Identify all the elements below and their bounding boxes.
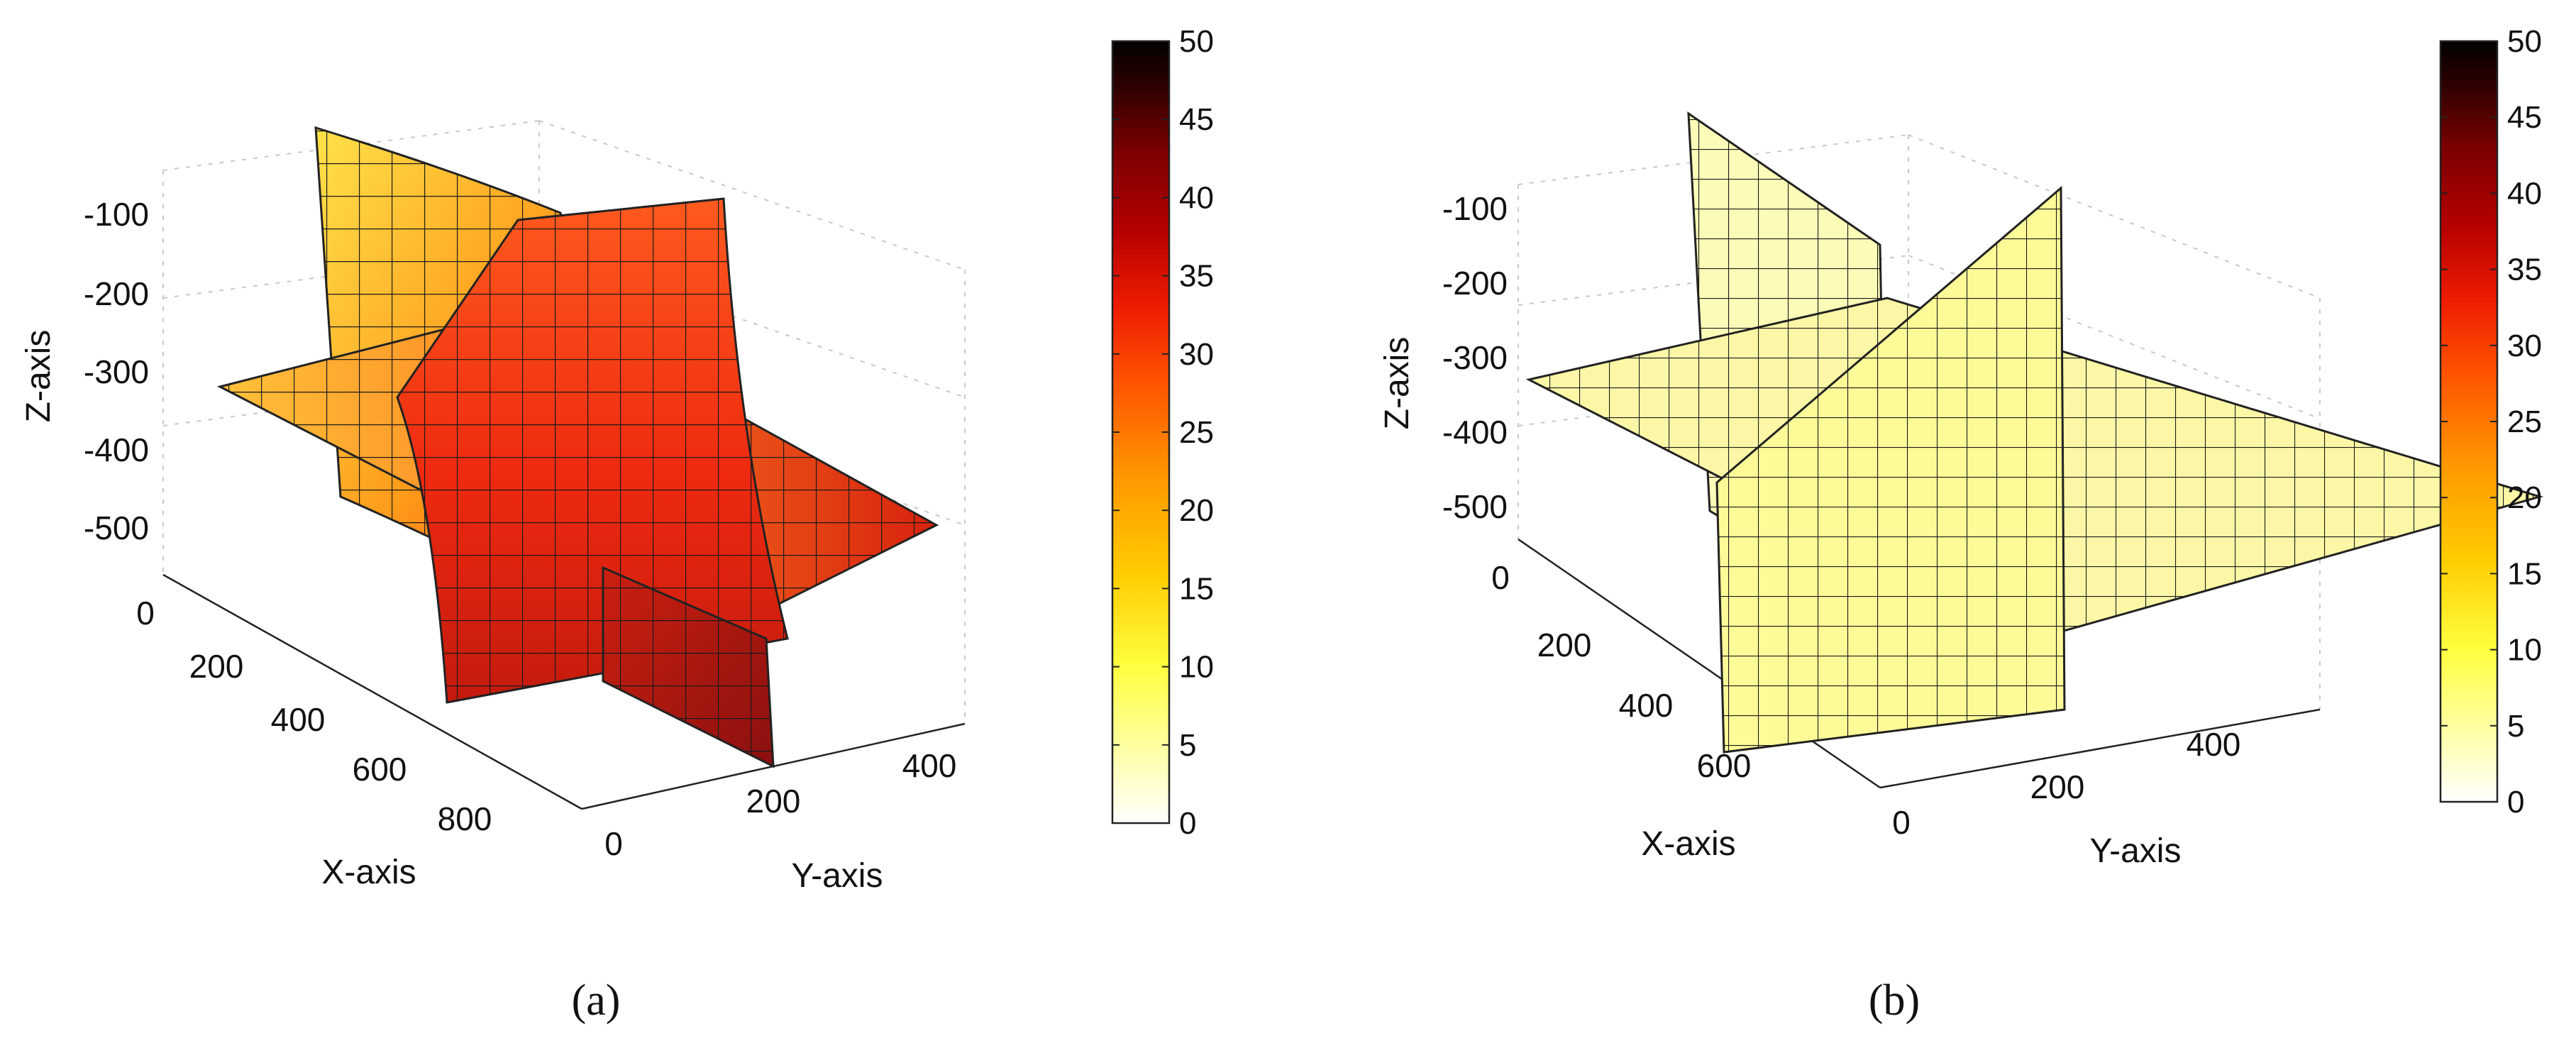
colorbar: [2439, 40, 2499, 803]
z-tick: -100: [1442, 190, 1508, 227]
x-tick: 0: [1491, 559, 1510, 596]
panel-b-xlabel: X-axis: [1641, 825, 1735, 863]
colorbar-tick-label: 50: [1179, 24, 1214, 59]
panel-a-x-ticks: 0 200 400 600 800: [136, 595, 492, 837]
colorbar-tick-label: 20: [2507, 480, 2542, 515]
colorbar-tick-label: 50: [2507, 24, 2542, 59]
y-tick: 400: [2187, 726, 2241, 763]
x-tick: 400: [271, 701, 326, 738]
panel-b: -100 -200 -300 -400 -500 Z-axis 0 200 40…: [1378, 24, 2544, 1025]
y-tick: 200: [2030, 768, 2085, 805]
z-tick: -500: [84, 509, 149, 546]
colorbar-tick-label: 40: [2507, 176, 2542, 211]
z-tick: -300: [1442, 339, 1508, 376]
colorbar-tick-label: 25: [2507, 404, 2542, 439]
panel-b-axes: [1518, 538, 2321, 789]
y-tick: 400: [902, 747, 957, 784]
panel-a-slice-y: [396, 197, 789, 768]
x-tick: 200: [189, 648, 244, 685]
z-tick: -400: [84, 431, 149, 468]
colorbar-tick-label: 40: [1179, 180, 1214, 215]
panel-b-x-ticks: 0 200 400 600: [1491, 559, 1751, 784]
colorbar-tick-label: 45: [2507, 100, 2542, 135]
colorbar-tick-label: 0: [2507, 785, 2524, 820]
x-tick: 200: [1537, 627, 1592, 663]
colorbar-tick-label: 0: [1179, 806, 1196, 841]
panel-a-box: [162, 120, 966, 724]
colorbar: [1111, 40, 1171, 825]
x-tick: 800: [438, 800, 492, 837]
panel-a-z-ticks: -100 -200 -300 -400 -500: [84, 196, 149, 546]
panel-a-caption: (a): [572, 976, 621, 1025]
z-tick: -500: [1442, 488, 1508, 525]
colorbar-tick-label: 10: [1179, 650, 1214, 685]
panel-b-slice-y: [1715, 185, 2066, 754]
z-tick: -100: [84, 196, 149, 233]
panel-a-y-ticks: 0 200 400: [604, 747, 956, 862]
y-tick: 0: [604, 825, 623, 862]
colorbar-tick-label: 20: [1179, 493, 1214, 528]
y-tick: 200: [746, 783, 801, 820]
colorbar-tick-label: 35: [2507, 253, 2542, 287]
y-tick: 0: [1892, 804, 1911, 841]
colorbar-tick-label: 15: [2507, 556, 2542, 591]
colorbar-tick-label: 5: [2507, 709, 2524, 744]
panel-b-y-ticks: 0 200 400: [1892, 726, 2240, 841]
x-tick: 400: [1619, 687, 1674, 724]
panel-b-z-ticks: -100 -200 -300 -400 -500: [1442, 190, 1508, 525]
panel-a: -100 -200 -300 -400 -500 Z-axis 0 200 40…: [20, 24, 1214, 1025]
colorbar-tick-label: 45: [1179, 102, 1214, 137]
z-tick: -200: [84, 275, 149, 312]
colorbar-tick-label: 35: [1179, 259, 1214, 294]
x-tick: 600: [353, 751, 407, 788]
panel-a-ylabel: Y-axis: [792, 857, 883, 895]
panel-b-zlabel: Z-axis: [1378, 337, 1416, 430]
z-tick: -200: [1442, 265, 1508, 302]
panel-b-caption: (b): [1869, 976, 1920, 1025]
x-tick: 0: [136, 595, 155, 632]
colorbar-tick-label: 25: [1179, 415, 1214, 450]
colorbar-tick-label: 15: [1179, 571, 1214, 606]
colorbar-tick-label: 30: [2507, 329, 2542, 363]
panel-a-xlabel: X-axis: [321, 854, 416, 891]
colorbar-tick-label: 30: [1179, 337, 1214, 372]
x-tick: 600: [1697, 747, 1752, 784]
z-tick: -400: [1442, 414, 1508, 451]
colorbar-tick-label: 10: [2507, 633, 2542, 668]
panel-b-ylabel: Y-axis: [2090, 832, 2182, 870]
panel-a-zlabel: Z-axis: [20, 330, 57, 423]
z-tick: -300: [84, 353, 149, 390]
colorbar-tick-label: 5: [1179, 728, 1196, 763]
